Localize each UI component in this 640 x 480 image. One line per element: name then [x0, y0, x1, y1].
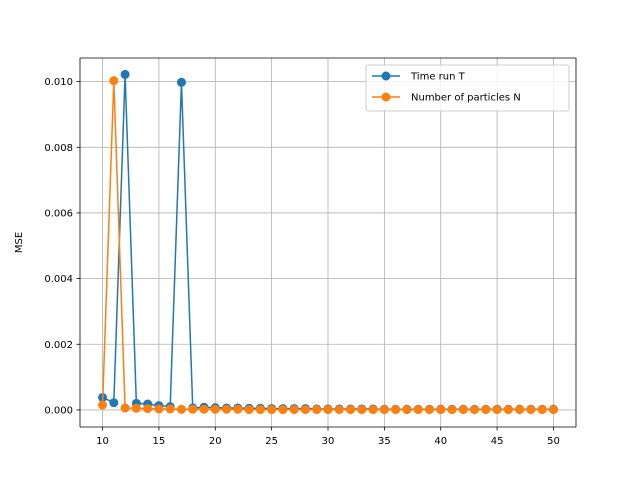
x-tick-label: 15 — [153, 436, 166, 447]
data-point — [515, 405, 525, 415]
legend: Time run T Number of particles N — [365, 64, 570, 112]
data-point — [165, 404, 175, 414]
x-tick-label: 25 — [265, 436, 278, 447]
data-point — [492, 405, 502, 415]
y-tick-label: 0.004 — [44, 274, 73, 285]
grid — [80, 58, 576, 427]
data-point — [143, 404, 153, 414]
series-layer — [98, 69, 558, 415]
data-point — [109, 76, 119, 86]
data-point — [368, 405, 378, 415]
y-tick-label: 0.006 — [44, 208, 73, 219]
data-point — [222, 404, 232, 414]
x-tick-label: 20 — [209, 436, 222, 447]
data-point — [188, 404, 198, 414]
y-axis-label: MSE — [14, 232, 25, 253]
legend-label-particles: Number of particles N — [411, 93, 521, 104]
x-tick-label: 50 — [547, 436, 560, 447]
data-point — [379, 405, 389, 415]
data-point — [548, 405, 558, 415]
data-point — [312, 405, 322, 415]
data-point — [98, 400, 108, 410]
data-point — [244, 405, 254, 415]
series-1 — [98, 76, 558, 415]
data-point — [334, 405, 344, 415]
data-point — [289, 405, 299, 415]
x-tick-label: 45 — [491, 436, 504, 447]
data-point — [470, 405, 480, 415]
data-point — [176, 77, 186, 87]
data-point — [391, 405, 401, 415]
data-point — [278, 405, 288, 415]
x-axis-ticks: 10 15 20 25 30 35 40 45 50 — [96, 427, 560, 447]
legend-marker-particles — [381, 92, 391, 102]
data-point — [154, 404, 164, 414]
x-tick-label: 10 — [96, 436, 109, 447]
data-point — [436, 405, 446, 415]
data-point — [537, 405, 547, 415]
y-tick-label: 0.002 — [44, 340, 73, 351]
data-point — [255, 405, 265, 415]
data-point — [210, 404, 220, 414]
data-point — [346, 405, 356, 415]
legend-entry-time-run: Time run T — [372, 71, 466, 83]
legend-marker-time-run — [381, 71, 391, 81]
y-tick-label: 0.008 — [44, 143, 73, 154]
data-point — [120, 69, 130, 79]
data-point — [233, 404, 243, 414]
data-point — [176, 404, 186, 414]
data-point — [199, 404, 209, 414]
y-tick-label: 0.000 — [44, 405, 73, 416]
data-point — [300, 405, 310, 415]
data-point — [402, 405, 412, 415]
legend-box — [365, 64, 570, 112]
data-point — [424, 405, 434, 415]
legend-entry-particles: Number of particles N — [372, 92, 521, 104]
y-axis-ticks: 0.000 0.002 0.004 0.006 0.008 0.010 — [44, 77, 80, 416]
data-point — [109, 398, 119, 408]
x-tick-label: 35 — [378, 436, 391, 447]
data-point — [323, 405, 333, 415]
data-point — [458, 405, 468, 415]
data-point — [267, 405, 277, 415]
legend-label-time-run: Time run T — [410, 72, 466, 83]
data-point — [120, 403, 130, 413]
data-point — [357, 405, 367, 415]
data-point — [481, 405, 491, 415]
x-tick-label: 40 — [434, 436, 447, 447]
data-point — [447, 405, 457, 415]
data-point — [503, 405, 513, 415]
data-point — [413, 405, 423, 415]
y-tick-label: 0.010 — [44, 77, 73, 88]
x-tick-label: 30 — [322, 436, 335, 447]
data-point — [526, 405, 536, 415]
data-point — [131, 403, 141, 413]
